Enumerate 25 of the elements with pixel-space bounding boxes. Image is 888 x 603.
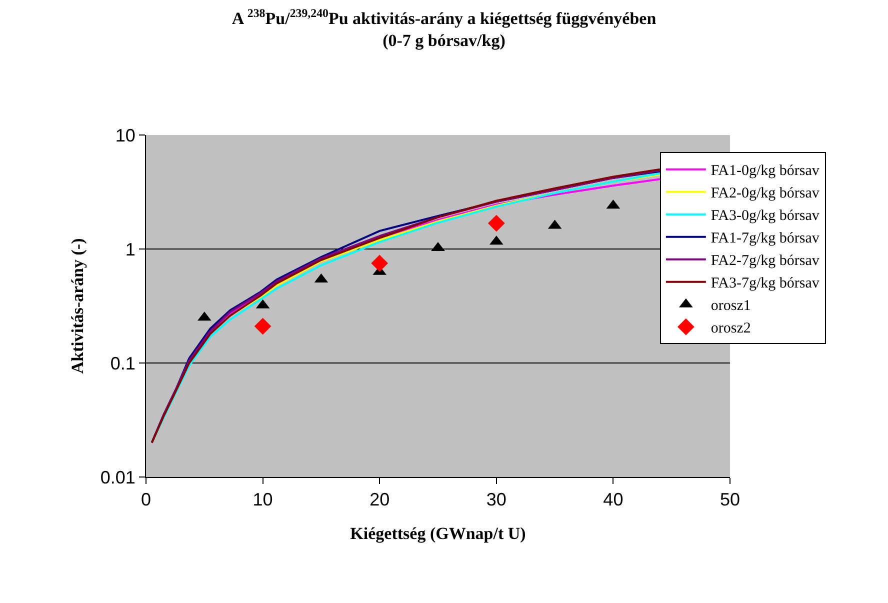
y-tick-label: 0.1	[110, 353, 136, 374]
y-tick-label: 0.01	[100, 467, 136, 488]
legend-label: FA1-0g/kg bórsav	[710, 163, 820, 180]
legend-label: orosz1	[710, 298, 751, 314]
chart-title: A $^{238}$Pu/$^{239,240}$Pu aktivitás-arány a kiégettség függvényében	[232, 6, 657, 28]
y-tick-label: 1	[125, 239, 136, 260]
point	[488, 214, 505, 232]
x-tick-label: 50	[720, 490, 740, 510]
point	[254, 318, 272, 335]
legend-label: FA2-0g/kg bórsav	[710, 186, 820, 202]
x-tick-label: 40	[603, 490, 624, 510]
point	[371, 254, 388, 272]
legend-label: FA3-7g/kg bórsav	[710, 276, 820, 292]
legend-label: FA3-0g/kg bórsav	[710, 208, 820, 224]
x-axis-title: Kiégettség (GWnap/t U)	[350, 524, 526, 543]
x-tick-label: 0	[140, 490, 152, 510]
x-tick-label: 30	[486, 490, 506, 510]
x-tick-label: 20	[370, 490, 390, 510]
chart-subtitle: (0-7 g bórsav/kg)	[382, 31, 506, 50]
y-tick-label: 10	[115, 125, 136, 146]
legend-label: orosz2	[710, 320, 751, 337]
legend-label: FA1-7g/kg bórsav	[710, 230, 820, 247]
legend-label: FA2-7g/kg bórsav	[710, 253, 820, 270]
x-tick-label: 10	[252, 490, 273, 510]
y-axis-title: Aktivitás-arány (-)	[68, 238, 87, 374]
